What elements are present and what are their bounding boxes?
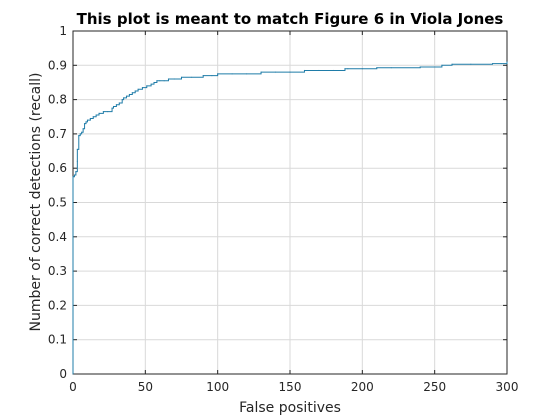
data-point xyxy=(500,62,502,65)
data-point xyxy=(83,123,86,125)
data-point xyxy=(191,76,193,78)
y-tick-label: 0.1 xyxy=(48,333,67,347)
data-point xyxy=(128,93,131,96)
data-point xyxy=(344,68,346,70)
data-point xyxy=(470,63,472,65)
data-point xyxy=(303,69,306,72)
y-tick-label: 0.7 xyxy=(48,127,67,141)
y-tick-label: 0.6 xyxy=(48,161,67,175)
data-point xyxy=(121,99,123,101)
data-point xyxy=(159,80,161,82)
y-tick-label: 0.2 xyxy=(48,298,67,312)
data-point xyxy=(163,80,165,82)
data-point xyxy=(85,121,87,123)
data-point xyxy=(79,133,81,135)
data-point xyxy=(134,90,136,92)
data-point xyxy=(72,270,74,272)
x-axis-label: False positives xyxy=(239,400,341,416)
data-point xyxy=(347,68,349,70)
data-point xyxy=(217,73,219,75)
data-point xyxy=(167,78,170,80)
data-point xyxy=(146,85,148,87)
data-point xyxy=(260,71,262,73)
data-point xyxy=(156,80,158,82)
data-point xyxy=(274,71,277,73)
chart-title: This plot is meant to match Figure 6 in … xyxy=(77,10,504,28)
data-point xyxy=(102,111,104,113)
x-tick-label: 200 xyxy=(351,380,374,394)
x-tick-label: 250 xyxy=(423,380,446,394)
data-point xyxy=(125,95,128,97)
data-point xyxy=(107,111,109,113)
data-point xyxy=(78,135,80,137)
data-point xyxy=(118,102,120,104)
data-point xyxy=(332,69,334,72)
data-point xyxy=(390,67,392,69)
data-point xyxy=(419,66,421,68)
data-point xyxy=(173,78,175,80)
data-point xyxy=(98,112,100,114)
data-point xyxy=(506,61,508,63)
data-point xyxy=(246,73,248,75)
data-point xyxy=(89,117,91,120)
data-point xyxy=(82,128,84,130)
data-point xyxy=(180,76,183,78)
data-point xyxy=(137,88,139,90)
data-point xyxy=(76,160,78,162)
data-point xyxy=(141,87,144,89)
x-tick-label: 100 xyxy=(206,380,229,394)
data-point xyxy=(361,68,363,70)
data-point xyxy=(318,69,320,72)
data-point xyxy=(76,148,78,150)
y-tick-label: 0.5 xyxy=(48,196,67,210)
y-axis-ticks: 0 0.1 0.2 0.3 0.4 0.5 0.6 0.7 0.8 0.9 1 xyxy=(48,24,507,381)
data-point xyxy=(81,131,83,133)
x-tick-label: 50 xyxy=(138,380,153,394)
data-point xyxy=(86,119,89,121)
data-point xyxy=(72,373,74,375)
data-point xyxy=(211,74,213,77)
data-point xyxy=(376,67,378,69)
x-tick-label: 150 xyxy=(279,380,302,394)
x-tick-label: 300 xyxy=(496,380,519,394)
data-point xyxy=(75,171,77,173)
y-tick-label: 0.8 xyxy=(48,93,67,107)
data-point xyxy=(73,174,76,176)
data-point xyxy=(202,74,204,77)
data-point xyxy=(153,81,155,84)
data-point xyxy=(111,107,113,109)
data-point xyxy=(491,62,494,65)
x-axis-ticks: 0 50 100 150 200 250 300 xyxy=(69,31,518,394)
x-tick-label: 0 xyxy=(69,380,77,394)
data-point xyxy=(92,116,94,118)
data-point xyxy=(123,97,125,99)
data-point xyxy=(150,83,152,85)
y-tick-label: 1 xyxy=(59,24,67,38)
data-point xyxy=(231,73,233,75)
data-point xyxy=(441,64,443,66)
y-tick-label: 0.4 xyxy=(48,230,67,244)
data-point xyxy=(72,176,74,178)
y-tick-label: 0 xyxy=(59,367,67,381)
y-tick-label: 0.9 xyxy=(48,58,67,72)
y-axis-label: Number of correct detections (recall) xyxy=(28,72,44,331)
y-tick-label: 0.3 xyxy=(48,264,67,278)
series-group xyxy=(72,61,508,375)
data-point xyxy=(131,92,133,94)
data-point xyxy=(72,201,74,204)
data-point xyxy=(95,114,97,116)
data-point xyxy=(115,104,117,106)
data-point xyxy=(112,105,115,108)
data-point xyxy=(289,71,291,73)
data-point xyxy=(451,63,453,65)
